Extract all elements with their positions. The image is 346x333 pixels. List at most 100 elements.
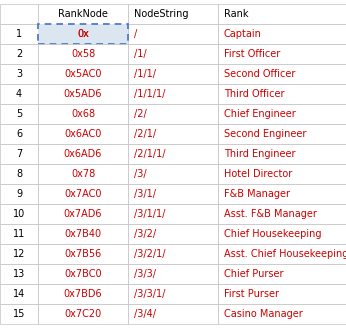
Bar (0, 244, 38, 264)
Bar (128, 304, 218, 324)
Bar (0, 84, 38, 104)
Text: 0x7B56: 0x7B56 (64, 249, 102, 259)
Text: Second Officer: Second Officer (224, 69, 295, 79)
Text: Third Officer: Third Officer (224, 89, 284, 99)
Text: Chief Purser: Chief Purser (224, 269, 283, 279)
Text: F&B Manager: F&B Manager (224, 189, 290, 199)
Text: /2/: /2/ (134, 109, 147, 119)
Text: 10: 10 (13, 209, 25, 219)
Text: Chief Engineer: Chief Engineer (224, 109, 296, 119)
Bar (128, 244, 218, 264)
Text: 0x7BC0: 0x7BC0 (64, 269, 102, 279)
Text: First Purser: First Purser (224, 289, 279, 299)
Text: 0x78: 0x78 (71, 169, 95, 179)
Text: 0x: 0x (77, 29, 89, 39)
Bar (38, 204, 128, 224)
Bar (38, 104, 128, 124)
Bar (38, 24, 128, 44)
Bar (218, 184, 346, 204)
Bar (38, 64, 128, 84)
Bar (38, 4, 128, 24)
Text: 0x7AC0: 0x7AC0 (64, 189, 102, 199)
Bar (218, 144, 346, 164)
Text: /1/1/1/: /1/1/1/ (134, 89, 165, 99)
Bar (38, 144, 128, 164)
Text: NodeString: NodeString (134, 9, 189, 19)
Bar (218, 4, 346, 24)
Text: 0x6AD6: 0x6AD6 (64, 149, 102, 159)
Text: 6: 6 (16, 129, 22, 139)
Text: 0x58: 0x58 (71, 49, 95, 59)
Bar (38, 184, 128, 204)
Bar (218, 64, 346, 84)
Text: Third Engineer: Third Engineer (224, 149, 295, 159)
Text: /3/4/: /3/4/ (134, 309, 156, 319)
Bar (218, 44, 346, 64)
Bar (0, 224, 38, 244)
Text: /2/1/1/: /2/1/1/ (134, 149, 165, 159)
Bar (38, 244, 128, 264)
Bar (38, 264, 128, 284)
Bar (218, 264, 346, 284)
Bar (0, 44, 38, 64)
Text: 0x7BD6: 0x7BD6 (64, 289, 102, 299)
Bar (0, 24, 38, 44)
Text: Second Engineer: Second Engineer (224, 129, 306, 139)
Bar (218, 304, 346, 324)
Text: 4: 4 (16, 89, 22, 99)
Text: 7: 7 (16, 149, 22, 159)
Text: Rank: Rank (224, 9, 248, 19)
Bar (218, 124, 346, 144)
Bar (128, 64, 218, 84)
Text: Chief Housekeeping: Chief Housekeeping (224, 229, 321, 239)
Bar (128, 4, 218, 24)
Bar (0, 184, 38, 204)
Bar (128, 264, 218, 284)
Bar (38, 24, 128, 44)
Text: /3/: /3/ (134, 169, 147, 179)
Bar (218, 284, 346, 304)
Text: 8: 8 (16, 169, 22, 179)
Bar (38, 84, 128, 104)
Bar (128, 124, 218, 144)
Text: RankNode: RankNode (58, 9, 108, 19)
Bar (218, 244, 346, 264)
Bar (128, 224, 218, 244)
Bar (218, 204, 346, 224)
Bar (218, 84, 346, 104)
Text: /: / (134, 29, 137, 39)
Text: /3/2/1/: /3/2/1/ (134, 249, 165, 259)
Text: Asst. F&B Manager: Asst. F&B Manager (224, 209, 317, 219)
Text: 14: 14 (13, 289, 25, 299)
Bar (0, 4, 38, 24)
Bar (38, 44, 128, 64)
Bar (128, 284, 218, 304)
Text: 11: 11 (13, 229, 25, 239)
Text: /3/1/1/: /3/1/1/ (134, 209, 165, 219)
Bar (218, 24, 346, 44)
Text: 0x7B40: 0x7B40 (64, 229, 102, 239)
Bar (128, 204, 218, 224)
Text: 12: 12 (13, 249, 25, 259)
Text: Asst. Chief Housekeeping: Asst. Chief Housekeeping (224, 249, 346, 259)
Text: 0x7AD6: 0x7AD6 (64, 209, 102, 219)
Text: Hotel Director: Hotel Director (224, 169, 292, 179)
Bar (128, 184, 218, 204)
Bar (0, 264, 38, 284)
Bar (218, 224, 346, 244)
Text: /1/: /1/ (134, 49, 147, 59)
Text: 15: 15 (13, 309, 25, 319)
Text: 0x: 0x (77, 29, 89, 39)
Bar (0, 204, 38, 224)
Bar (218, 104, 346, 124)
Bar (0, 284, 38, 304)
Text: 1: 1 (16, 29, 22, 39)
Bar (128, 144, 218, 164)
Bar (128, 164, 218, 184)
Bar (0, 164, 38, 184)
Bar (128, 104, 218, 124)
Bar (128, 44, 218, 64)
Text: 0x68: 0x68 (71, 109, 95, 119)
Text: 0x7C20: 0x7C20 (64, 309, 102, 319)
Text: Casino Manager: Casino Manager (224, 309, 303, 319)
